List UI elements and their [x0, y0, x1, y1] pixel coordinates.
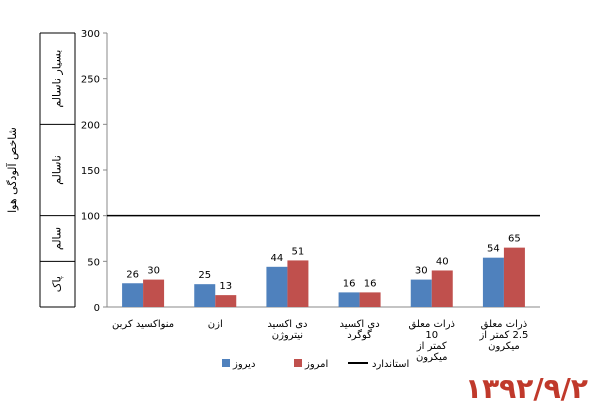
legend-swatch — [222, 359, 230, 367]
band-label: سالم — [51, 227, 64, 250]
category-label: 10 — [425, 330, 438, 341]
bar-value-label: 54 — [487, 244, 500, 255]
bar-value-label: 16 — [364, 278, 377, 289]
bar — [266, 266, 288, 307]
category-label: میکرون — [416, 352, 448, 363]
bar — [287, 260, 309, 307]
legend-label: امروز — [304, 359, 328, 370]
bar-value-label: 30 — [147, 266, 160, 277]
date-stamp: ۱۳۹۲/۹/۲ — [465, 372, 588, 405]
band-label: ناسالم — [51, 155, 64, 185]
legend-swatch — [294, 359, 302, 367]
category-label: ذرات معلق — [409, 319, 455, 330]
bar-value-label: 44 — [271, 253, 284, 264]
y-tick-label: 50 — [87, 257, 100, 268]
bar — [359, 292, 381, 307]
bar — [143, 279, 165, 307]
bar — [482, 257, 504, 307]
bar-series: 26 25 44 16 30 54 30 13 51 16 40 65 — [122, 234, 525, 307]
pollution-bands: پاک سالم ناسالم بسیار ناسالم — [39, 32, 76, 308]
bar — [338, 292, 360, 307]
category-label: ذرات معلق — [481, 319, 527, 330]
legend-label: دیروز — [232, 359, 255, 370]
y-tick-label: 300 — [81, 29, 100, 40]
bar — [503, 247, 525, 307]
bar-value-label: 25 — [198, 270, 211, 281]
category-label: نیتروژن — [272, 330, 303, 341]
bar-value-label: 51 — [292, 246, 305, 257]
category-label: 2.5 کمتر از — [478, 330, 528, 341]
bar — [431, 270, 453, 307]
category-label: دی اکسید — [339, 319, 379, 330]
category-label: کمتر از — [416, 341, 447, 352]
band-label: پاک — [51, 276, 64, 292]
category-label: منواکسید کربن — [112, 319, 174, 330]
y-tick-label: 250 — [81, 75, 100, 86]
y-tick-label: 0 — [94, 303, 100, 314]
category-label: میکرون — [488, 341, 520, 352]
y-tick-label: 150 — [81, 166, 100, 177]
bar-value-label: 26 — [126, 269, 139, 280]
bar-value-label: 40 — [436, 256, 449, 267]
y-axis-title: شاخص آلودگی هوا — [5, 127, 19, 213]
bar — [215, 295, 237, 307]
legend-label: استاندارد — [372, 359, 409, 370]
bar-value-label: 65 — [508, 234, 521, 245]
bar-value-label: 16 — [343, 278, 356, 289]
bar-value-label: 13 — [219, 281, 232, 292]
category-label: ازن — [208, 319, 223, 330]
category-label: گوگرد — [347, 329, 372, 341]
y-tick-label: 100 — [81, 212, 100, 223]
y-tick-label: 200 — [81, 120, 100, 131]
category-label: دی اکسید — [267, 319, 307, 330]
bar-value-label: 30 — [415, 266, 428, 277]
bar — [410, 279, 432, 307]
legend: دیروز امروز استاندارد — [222, 359, 409, 370]
bar — [194, 284, 216, 307]
bar — [122, 283, 144, 307]
y-axis-ticks: 0 50 100 150 200 250 300 — [81, 29, 107, 314]
band-label: بسیار ناسالم — [51, 50, 64, 108]
